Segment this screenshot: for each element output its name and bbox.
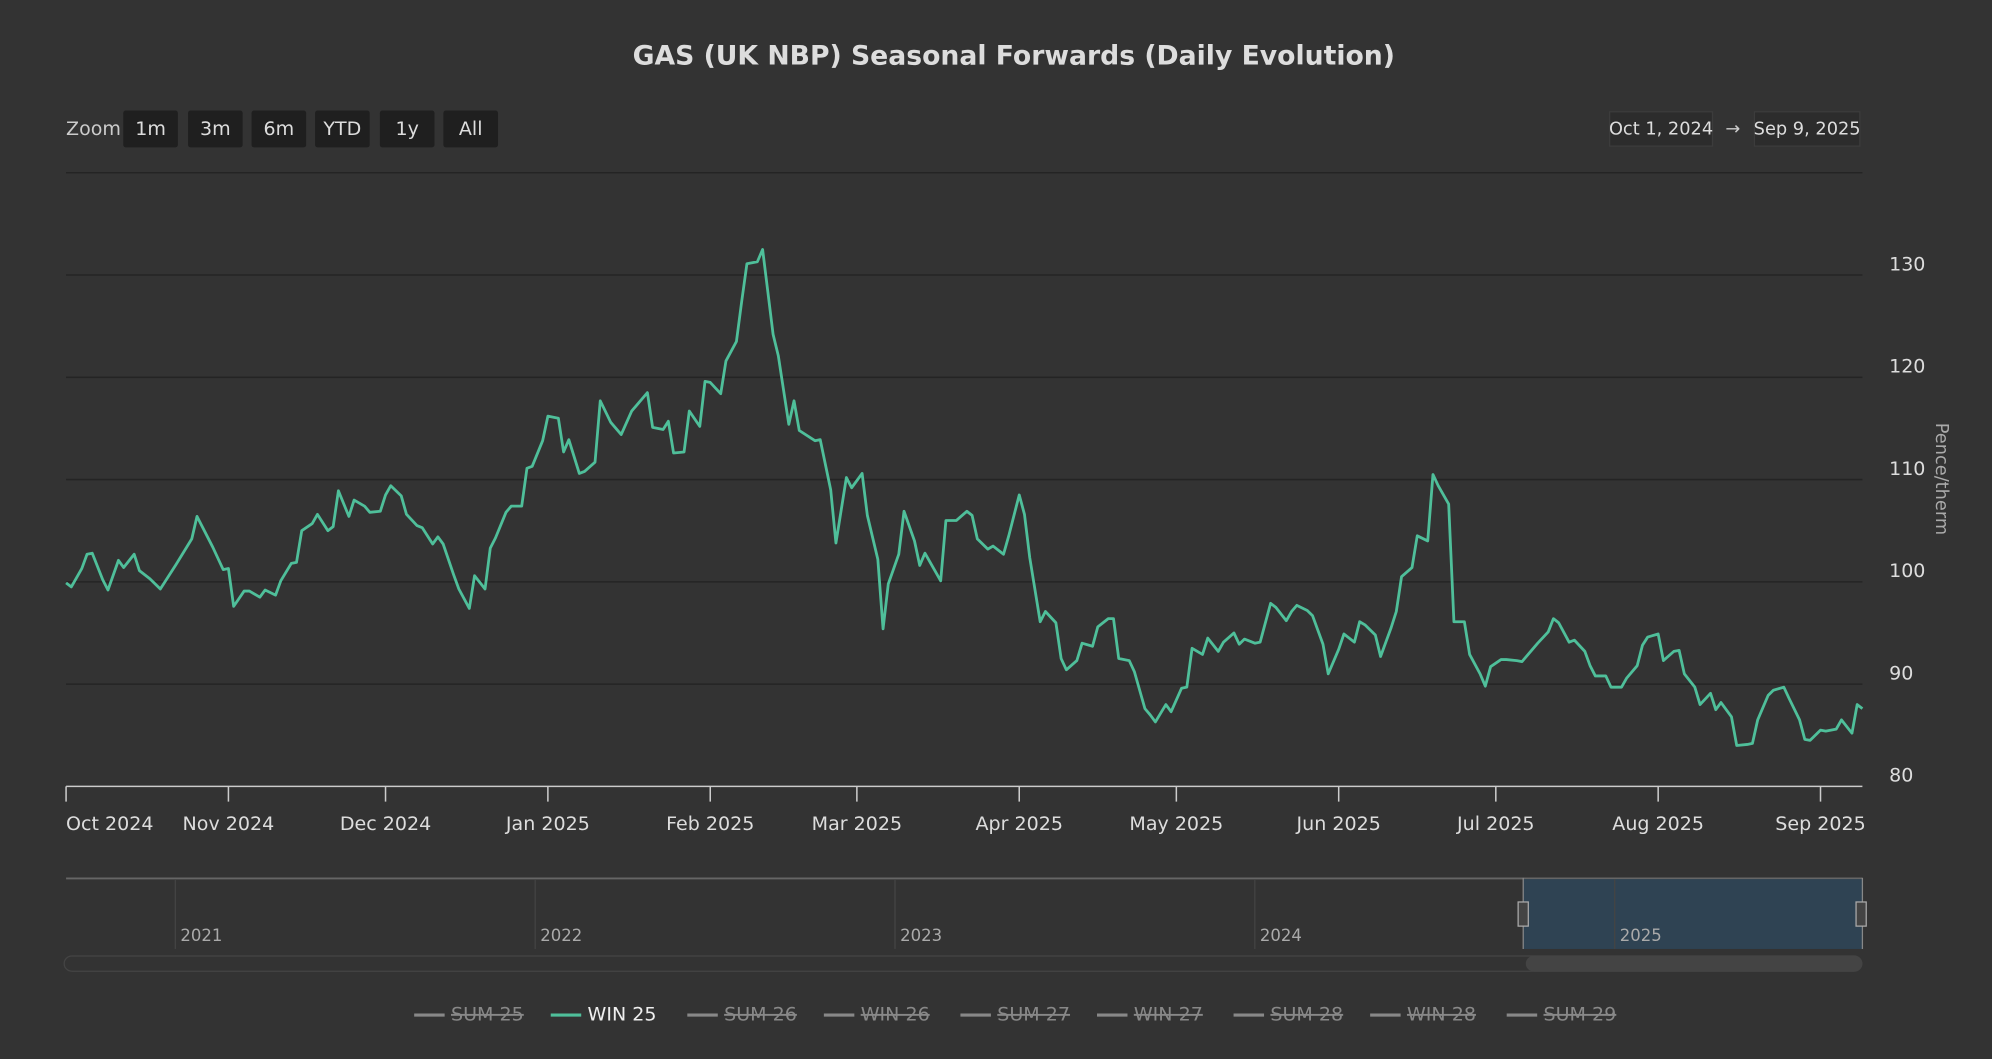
legend-label[interactable]: WIN 26 xyxy=(861,1004,930,1026)
x-tick-label: Jul 2025 xyxy=(1456,813,1535,835)
y-tick-label: 80 xyxy=(1889,765,1913,787)
zoom-button[interactable] xyxy=(443,110,499,148)
x-tick-label: Aug 2025 xyxy=(1612,813,1704,835)
zoom-button[interactable] xyxy=(379,110,435,148)
series-line xyxy=(65,248,1864,747)
navigator-label: 2024 xyxy=(1260,926,1302,945)
y-tick-label: 90 xyxy=(1889,662,1913,684)
date-separator: → xyxy=(1725,119,1740,140)
navigator-selection[interactable] xyxy=(1523,879,1863,949)
zoom-button-label[interactable]: YTD xyxy=(322,118,361,140)
x-tick-label: Jun 2025 xyxy=(1296,813,1381,835)
y-tick-label: 100 xyxy=(1889,560,1925,582)
zoom-button-label[interactable]: 3m xyxy=(200,118,231,140)
legend-label[interactable]: SUM 28 xyxy=(1270,1004,1343,1026)
legend-label[interactable]: WIN 28 xyxy=(1407,1004,1476,1026)
navigator-handle[interactable] xyxy=(1855,901,1867,927)
zoom-label: Zoom xyxy=(66,118,121,140)
chart-title: GAS (UK NBP) Seasonal Forwards (Daily Ev… xyxy=(633,41,1395,72)
zoom-button[interactable] xyxy=(188,110,243,148)
date-input[interactable] xyxy=(1608,111,1714,147)
zoom-button-label[interactable]: 1m xyxy=(135,118,166,140)
legend-label[interactable]: SUM 27 xyxy=(997,1004,1070,1026)
navigator-label: 2022 xyxy=(540,926,582,945)
date-from[interactable]: Oct 1, 2024 xyxy=(1609,119,1713,140)
x-tick-label: Nov 2024 xyxy=(183,813,275,835)
zoom-button[interactable] xyxy=(251,110,307,148)
legend-label[interactable]: SUM 29 xyxy=(1544,1004,1617,1026)
zoom-button[interactable] xyxy=(315,110,370,148)
legend-label[interactable]: SUM 25 xyxy=(451,1004,524,1026)
x-tick-label: Dec 2024 xyxy=(340,813,431,835)
y-tick-label: 120 xyxy=(1889,356,1925,378)
zoom-button-label[interactable]: All xyxy=(459,118,483,140)
y-tick-label: 110 xyxy=(1889,458,1925,480)
x-tick-label: Feb 2025 xyxy=(666,813,754,835)
legend-label[interactable]: SUM 26 xyxy=(724,1004,797,1026)
navigator-handle[interactable] xyxy=(1517,901,1529,927)
legend-label[interactable]: WIN 25 xyxy=(588,1004,657,1026)
date-to[interactable]: Sep 9, 2025 xyxy=(1754,119,1861,140)
x-tick-label: Mar 2025 xyxy=(812,813,902,835)
y-axis-title: Pence/therm xyxy=(1931,423,1952,535)
zoom-button-label[interactable]: 1y xyxy=(395,118,418,140)
zoom-button[interactable] xyxy=(123,110,178,148)
x-tick-label: Sep 2025 xyxy=(1775,813,1865,835)
x-tick-label: Apr 2025 xyxy=(975,813,1062,835)
x-tick-label: Oct 2024 xyxy=(66,813,153,835)
x-tick-label: May 2025 xyxy=(1129,813,1223,835)
date-input[interactable] xyxy=(1753,111,1861,147)
navigator-label: 2021 xyxy=(180,926,222,945)
legend-label[interactable]: WIN 27 xyxy=(1134,1004,1203,1026)
zoom-button-label[interactable]: 6m xyxy=(264,118,295,140)
navigator-label: 2025 xyxy=(1620,926,1662,945)
x-tick-label: Jan 2025 xyxy=(505,813,590,835)
navigator-label: 2023 xyxy=(900,926,942,945)
scrollbar-thumb[interactable] xyxy=(1525,955,1863,972)
y-tick-label: 130 xyxy=(1889,253,1925,275)
